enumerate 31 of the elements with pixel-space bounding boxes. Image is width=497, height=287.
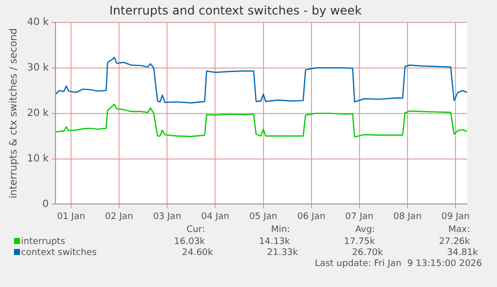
text: Cur: xyxy=(186,225,205,235)
text: 16.03k xyxy=(174,237,205,247)
text: 26.70k xyxy=(352,248,383,258)
x-tick-label: 02 Jan xyxy=(105,212,134,222)
x-tick-label: 04 Jan xyxy=(201,212,230,222)
chart-title: Interrupts and context switches - by week xyxy=(109,3,362,18)
y-tick-label: 20 k xyxy=(26,108,49,119)
text: 14.13k xyxy=(259,237,290,247)
y-tick-label: 40 k xyxy=(26,16,49,28)
x-tick-label: 03 Jan xyxy=(153,212,182,222)
y-tick-label: 0 xyxy=(42,198,49,210)
x-tick-label: 06 Jan xyxy=(297,212,326,222)
x-tick-label: 07 Jan xyxy=(345,212,374,222)
text: Min: xyxy=(270,225,290,235)
text: 17.75k xyxy=(344,237,375,247)
text: Last update: Fri Jan 9 13:15:00 2026 xyxy=(314,259,482,269)
text: Avg: xyxy=(355,225,375,235)
x-tick-label: 01 Jan xyxy=(56,212,86,222)
y-tick-label: 10 k xyxy=(26,153,49,164)
text: 34.81k xyxy=(447,248,478,258)
x-tick-label: 08 Jan xyxy=(393,212,422,222)
legend-label: interrupts xyxy=(20,237,66,247)
text: 27.26k xyxy=(439,237,470,247)
text: Max: xyxy=(448,225,470,235)
text: 24.60k xyxy=(182,248,213,258)
x-tick-label: 09 Jan xyxy=(441,212,470,222)
legend-label: context switches xyxy=(20,248,97,258)
y-axis-title: interrupts & ctx switches / second xyxy=(8,28,20,199)
y-tick-label: 30 k xyxy=(26,62,49,74)
x-tick-label: 05 Jan xyxy=(249,212,278,222)
text: 21.33k xyxy=(267,248,298,258)
